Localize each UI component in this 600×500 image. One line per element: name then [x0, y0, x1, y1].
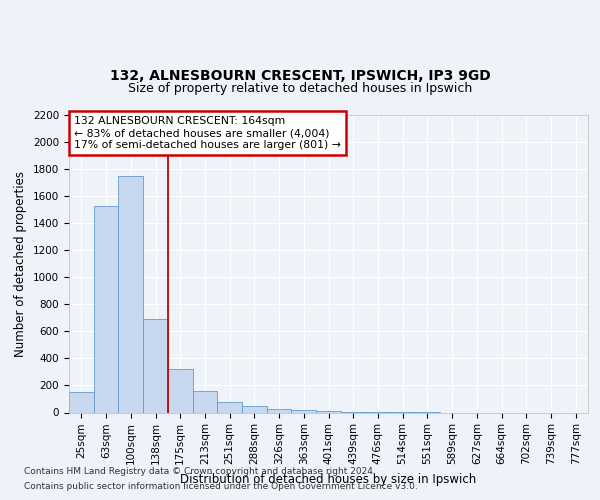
Bar	[94, 206, 118, 412]
Bar	[143, 319, 168, 412]
Bar	[118, 176, 143, 412]
Bar	[292, 410, 316, 412]
Bar	[217, 402, 242, 412]
Bar	[267, 409, 292, 412]
Text: 132 ALNESBOURN CRESCENT: 164sqm
← 83% of detached houses are smaller (4,004)
17%: 132 ALNESBOURN CRESCENT: 164sqm ← 83% of…	[74, 116, 341, 150]
Text: 132, ALNESBOURN CRESCENT, IPSWICH, IP3 9GD: 132, ALNESBOURN CRESCENT, IPSWICH, IP3 9…	[110, 68, 490, 82]
X-axis label: Distribution of detached houses by size in Ipswich: Distribution of detached houses by size …	[181, 472, 476, 486]
Bar	[69, 392, 94, 412]
Bar	[168, 369, 193, 412]
Bar	[242, 406, 267, 412]
Y-axis label: Number of detached properties: Number of detached properties	[14, 171, 28, 357]
Text: Size of property relative to detached houses in Ipswich: Size of property relative to detached ho…	[128, 82, 472, 95]
Text: Contains public sector information licensed under the Open Government Licence v3: Contains public sector information licen…	[24, 482, 418, 491]
Text: Contains HM Land Registry data © Crown copyright and database right 2024.: Contains HM Land Registry data © Crown c…	[24, 467, 376, 476]
Bar	[193, 391, 217, 412]
